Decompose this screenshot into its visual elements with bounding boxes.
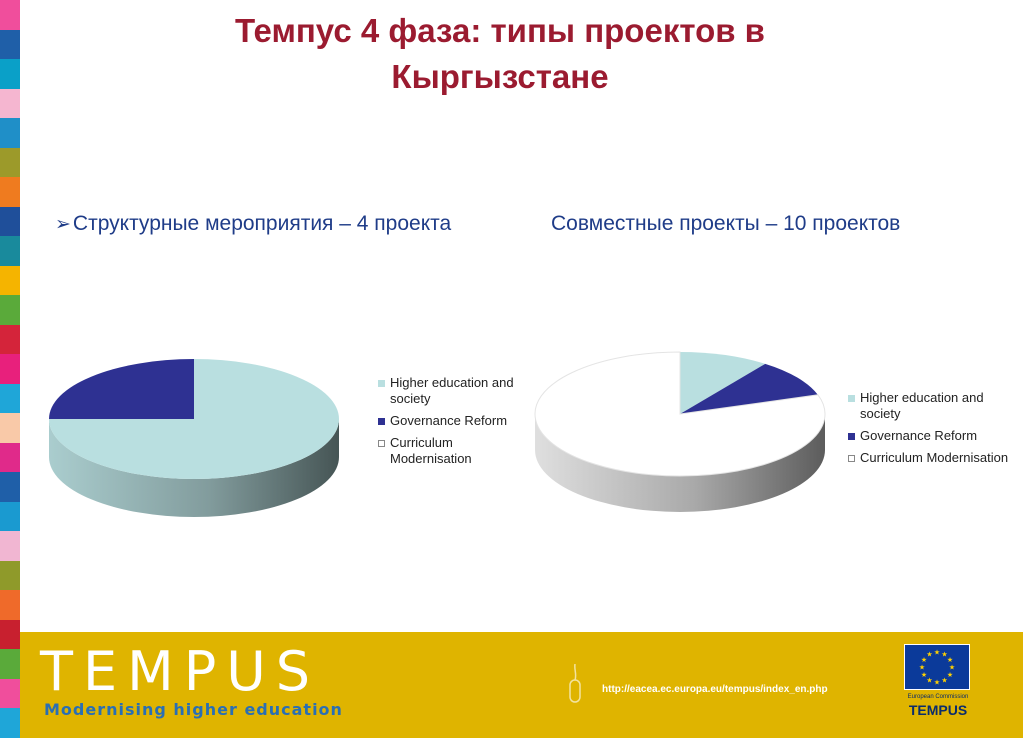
pie-slice-side [535,414,825,512]
eu-caption: European Commission [907,694,969,700]
decorative-color-stripe [0,0,20,738]
eu-star-icon: ★ [941,676,947,684]
stripe-segment [0,29,20,60]
legend-swatch-curriculum-modernisation [848,455,855,462]
eu-star-icon: ★ [919,664,925,672]
eu-star-icon: ★ [926,651,932,659]
subtitle-joint-projects: Совместные проекты – 10 проектов [551,212,901,235]
legend-item-curriculum-modernisation: Curriculum Modernisation [378,435,538,467]
stripe-segment [0,708,20,738]
eu-star-icon: ★ [947,671,953,679]
eu-tempus-label: TEMPUS [908,702,968,718]
legend-item-higher-education: Higher education and society [848,390,1013,422]
legend-item-governance-reform: Governance Reform [378,413,538,429]
eu-star-icon: ★ [947,656,953,664]
subtitle-structural-measures-text: Структурные мероприятия – 4 проекта [72,212,452,235]
eu-star-icon: ★ [926,676,932,684]
legend-swatch-higher-education [378,380,385,387]
stripe-segment [0,236,20,266]
eu-flag-icon: ★★★★★★★★★ ★ ★★ [904,644,970,690]
footer-banner: TEMPUS Modernising higher education http… [20,632,1023,738]
stripe-segment [0,413,20,443]
eu-logo: ★ ★ ★ ★ ★ ★ ★ ★ ★ ★ ★ ★ European Commission TEMPUS [902,642,974,732]
legend-label-higher-education: Higher education and society [390,375,514,406]
legend-joint-projects: Higher education and society Governance … [848,390,1013,472]
stripe-segment [0,649,20,679]
website-link[interactable]: http://eacea.ec.europa.eu/tempus/index_e… [602,684,828,695]
tempus-logo-text: TEMPUS [40,640,321,703]
stripe-segment [0,383,20,414]
stripe-segment [0,531,20,561]
legend-swatch-higher-education [848,395,855,402]
stripe-segment [0,0,20,30]
eu-star-icon: ★ [941,651,947,659]
legend-label-higher-education: Higher education and society [860,390,984,421]
pie-slice-curriculum-modernisation [534,351,826,477]
stripe-segment [0,177,20,207]
eu-star-icon: ★ [934,649,940,657]
stripe-segment [0,88,20,119]
stripe-segment [0,354,20,384]
stripe-segment [0,590,20,620]
pie-slice-governance-reform [680,363,818,414]
eu-star-icon: ★ [921,671,927,679]
stripe-segment [0,206,20,237]
pie-slice-higher-education [680,352,766,414]
eu-star-icon: ★ [934,679,940,687]
stripe-segment [0,560,20,591]
legend-label-governance-reform: Governance Reform [860,428,978,443]
legend-item-curriculum-modernisation: Curriculum Modernisation [848,450,1013,466]
legend-swatch-governance-reform [378,418,385,425]
eu-star-icon: ★ [949,664,955,672]
stripe-segment [0,472,20,502]
legend-label-curriculum-modernisation: Curriculum Modernisation [390,435,472,466]
stripe-segment [0,442,20,473]
stripe-segment [0,118,20,148]
legend-swatch-governance-reform [848,433,855,440]
legend-structural-measures: Higher education and society Governance … [378,375,538,473]
tagline: Modernising higher education [44,700,343,719]
stripe-segment [0,147,20,178]
legend-item-governance-reform: Governance Reform [848,428,1013,444]
pie-slice-side [49,419,339,517]
page-title: Темпус 4 фаза: типы проектов в Кыргызста… [235,12,765,95]
pie-chart-joint-projects [534,351,826,512]
legend-swatch-curriculum-modernisation [378,440,385,447]
subtitle-structural-measures: ➢Структурные мероприятия – 4 проекта [55,212,451,236]
legend-label-curriculum-modernisation: Curriculum Modernisation [860,450,1009,465]
stripe-segment [0,501,20,532]
stripe-segment [0,265,20,296]
stripe-segment [0,295,20,325]
pie-slice-governance-reform [49,359,194,419]
stripe-segment [0,59,20,89]
legend-label-governance-reform: Governance Reform [390,413,508,428]
eu-star-icon: ★ [921,656,927,664]
stripe-segment [0,619,20,650]
pie-chart-structural-measures [49,359,339,517]
stripe-segment [0,324,20,355]
computer-mouse-icon [569,664,581,703]
legend-item-higher-education: Higher education and society [378,375,538,407]
arrow-bullet-icon: ➢ [55,214,71,235]
stripe-segment [0,678,20,709]
